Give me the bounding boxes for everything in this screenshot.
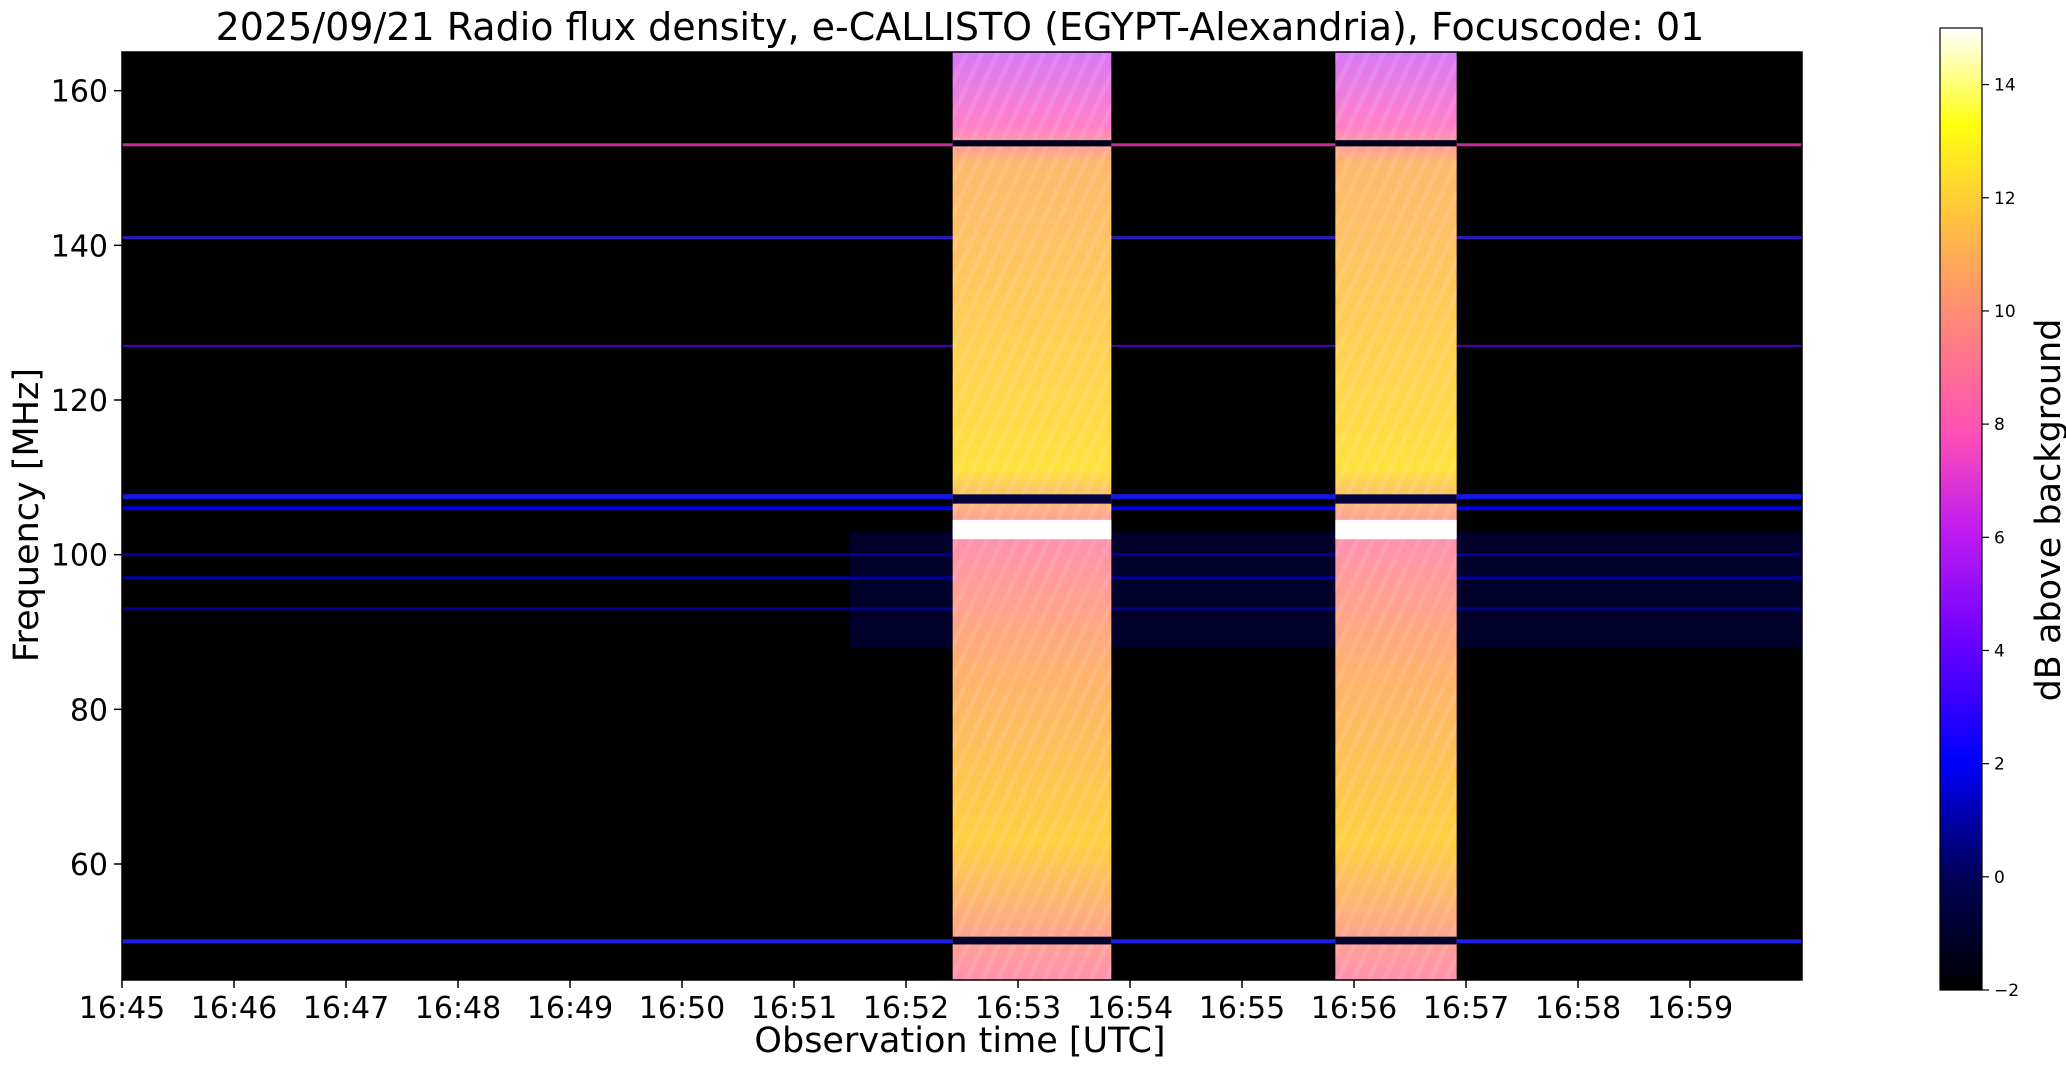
x-tick-label: 16:55 — [1199, 991, 1285, 1026]
axes: 16:45 16:46 16:47 16:48 16:49 16:50 16:51 16:52… — [51, 51, 1803, 1026]
y-tick-label: 140 — [51, 229, 108, 264]
y-tick-label: 80 — [70, 693, 108, 728]
colorbar-tick-label: 8 — [1994, 415, 2005, 435]
x-tick-label: 16:47 — [303, 991, 389, 1026]
x-tick-label: 16:52 — [863, 991, 949, 1026]
x-tick-label: 16:45 — [79, 991, 165, 1026]
y-tick-label: 120 — [51, 384, 108, 419]
colorbar-tick-label: 4 — [1994, 641, 2005, 661]
chart-title: 2025/09/21 Radio flux density, e-CALLIST… — [216, 5, 1705, 49]
colorbar-tick-label: 10 — [1994, 302, 2016, 322]
colorbar-tick-label: 12 — [1994, 189, 2016, 209]
burst-2 — [1335, 52, 1457, 980]
x-tick-label: 16:48 — [415, 991, 501, 1026]
burst-texture — [952, 52, 1112, 980]
x-tick-label: 16:57 — [1423, 991, 1509, 1026]
y-tick-label: 100 — [51, 539, 108, 574]
burst-layer — [952, 52, 1457, 980]
burst-texture — [1335, 52, 1457, 980]
plot-frame — [121, 51, 1803, 981]
burst-dark-band — [952, 936, 1112, 945]
x-tick-label: 16:56 — [1311, 991, 1397, 1026]
colorbar-tick-label: 6 — [1994, 528, 2005, 548]
colorbar-tick-label: −2 — [1994, 981, 2019, 1001]
colorbar-tick-label: 2 — [1994, 755, 2005, 775]
y-tick-label: 60 — [70, 848, 108, 883]
x-tick-label: 16:59 — [1647, 991, 1733, 1026]
x-tick-label: 16:49 — [527, 991, 613, 1026]
x-axis-label: Observation time [UTC] — [754, 1021, 1165, 1061]
x-tick-label: 16:54 — [1087, 991, 1173, 1026]
colorbar-label: dB above background — [2029, 319, 2066, 702]
colorbar: −2 0 2 4 6 8 10 12 14 dB above background — [1939, 27, 2066, 1001]
burst-dark-band — [1335, 936, 1457, 945]
burst-white-band — [952, 519, 1112, 540]
y-axis-label: Frequency [MHz] — [7, 368, 47, 662]
burst-dark-band — [1335, 140, 1457, 147]
x-tick-label: 16:58 — [1535, 991, 1621, 1026]
colorbar-tick-label: 14 — [1994, 76, 2016, 96]
colorbar-gradient — [1939, 27, 1983, 991]
burst-dark-band — [1335, 494, 1457, 504]
burst-dark-band — [952, 140, 1112, 147]
burst-white-band — [1335, 519, 1457, 540]
colorbar-tick-label: 0 — [1994, 868, 2005, 888]
y-tick-label: 160 — [51, 75, 108, 110]
burst-1 — [952, 52, 1112, 980]
burst-dark-band — [952, 494, 1112, 504]
x-tick-label: 16:50 — [639, 991, 725, 1026]
x-tick-label: 16:46 — [191, 991, 277, 1026]
x-tick-label: 16:53 — [975, 991, 1061, 1026]
x-tick-label: 16:51 — [751, 991, 837, 1026]
